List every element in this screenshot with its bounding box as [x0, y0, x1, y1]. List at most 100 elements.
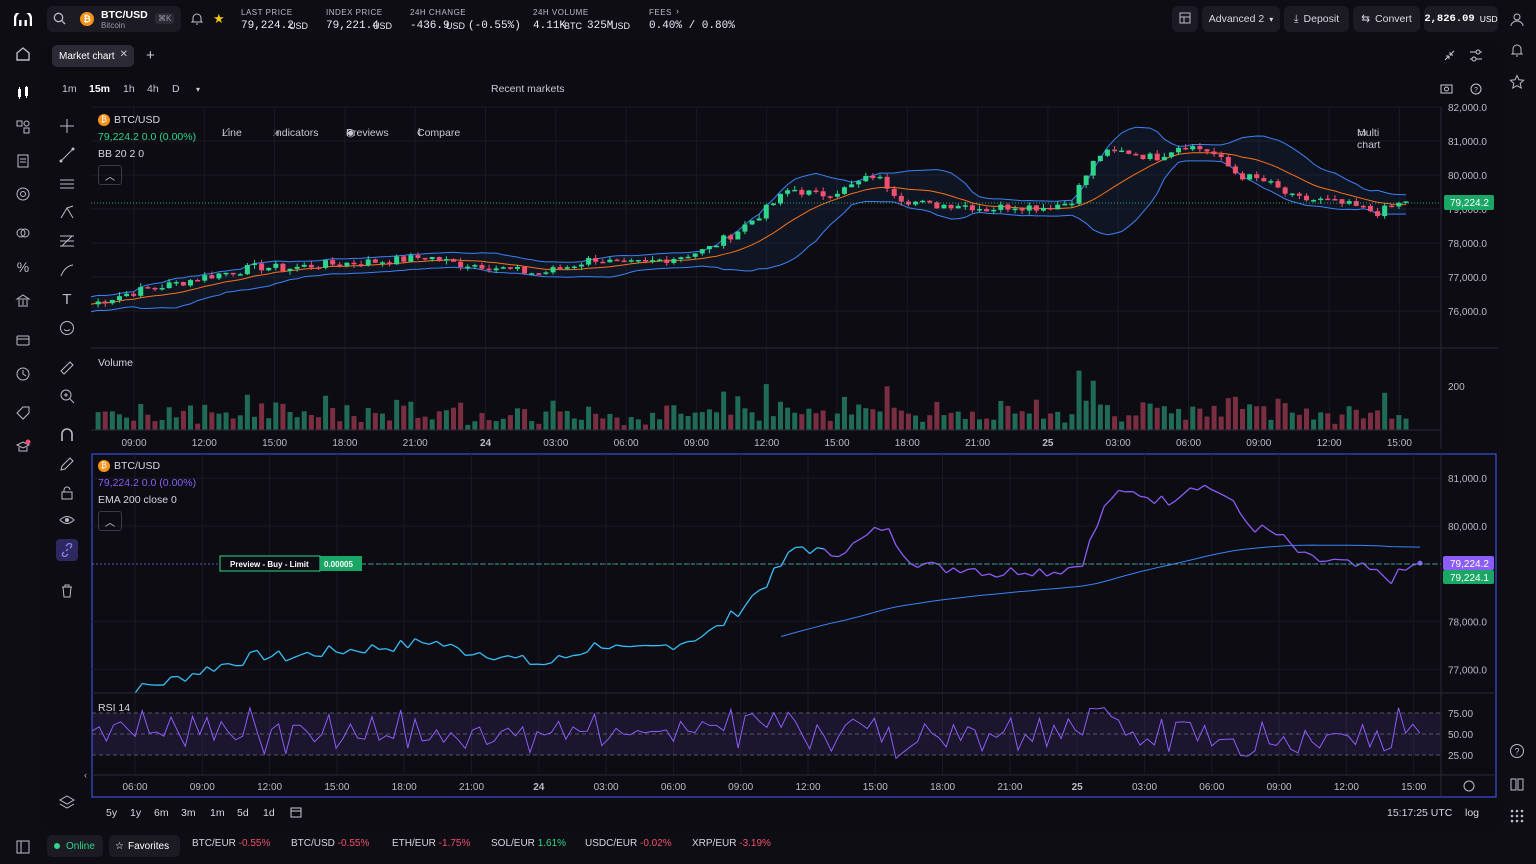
log-scale-toggle[interactable]: log: [1465, 807, 1480, 819]
balance-button[interactable]: 2,826.09 USD: [1424, 6, 1498, 32]
calendar-icon[interactable]: [290, 806, 302, 821]
volume-bar: [1318, 412, 1324, 430]
interval-15m[interactable]: 15m: [89, 83, 111, 95]
clock-time[interactable]: 15:17:25 UTC: [1387, 807, 1453, 819]
help-icon[interactable]: ?: [1506, 740, 1528, 762]
earn-icon[interactable]: [12, 222, 34, 244]
legend-indicator[interactable]: BB 20 2 0: [98, 148, 145, 160]
horizontal-lines-icon[interactable]: [56, 173, 78, 195]
range-1d[interactable]: 1d: [263, 807, 275, 819]
price-line-segment: [199, 666, 208, 675]
percent-icon[interactable]: %: [16, 259, 30, 275]
learn-icon[interactable]: [12, 436, 34, 458]
interval-1m[interactable]: 1m: [62, 83, 77, 95]
ticker-item[interactable]: BTC/EUR -0.55%: [192, 838, 270, 849]
settings-sliders-icon[interactable]: [1469, 49, 1483, 65]
sidebar-toggle-icon[interactable]: [12, 836, 34, 858]
ticker-item[interactable]: ETH/EUR -1.75%: [392, 838, 470, 849]
lock-icon[interactable]: [56, 482, 78, 504]
ruler-icon[interactable]: [56, 357, 78, 379]
collapse-legend-button[interactable]: ︿: [98, 511, 122, 531]
interval-4h[interactable]: 4h: [147, 83, 159, 95]
balance-value: 2,826.09: [1424, 13, 1475, 25]
app-logo-icon[interactable]: [12, 9, 34, 31]
scroll-left-chevron-icon[interactable]: ‹: [84, 770, 87, 780]
tab-market-chart[interactable]: Market chart ✕: [52, 45, 134, 67]
candle-body: [1062, 203, 1068, 206]
wallet-icon[interactable]: [12, 329, 34, 351]
camera-icon[interactable]: [1440, 83, 1453, 97]
interval-more-chevron-icon[interactable]: ▾: [196, 85, 201, 94]
balance-unit: USD: [1479, 14, 1498, 24]
chart-canvas[interactable]: 82,000.0 81,000.0 80,000.0 79,000.0 78,000.0…: [46, 39, 1498, 829]
time-tick: 12:00: [1317, 438, 1342, 449]
volume-bar: [1240, 408, 1246, 430]
favorites-button[interactable]: ☆ Favorites: [109, 835, 180, 857]
favorite-star-icon[interactable]: ★: [213, 11, 225, 26]
apps-grid-icon[interactable]: [1506, 805, 1528, 827]
volume-bar: [1076, 370, 1082, 430]
portfolio-icon[interactable]: [12, 116, 34, 138]
volume-bar: [1247, 404, 1253, 430]
text-tool-icon[interactable]: T: [62, 290, 72, 308]
price-line-segment: [1017, 572, 1026, 576]
fib-icon[interactable]: [56, 230, 78, 252]
tag-icon[interactable]: [12, 402, 34, 424]
magnet-icon[interactable]: [56, 424, 78, 446]
ticker-item[interactable]: XRP/EUR -3.19%: [692, 838, 771, 849]
target-icon[interactable]: [12, 183, 34, 205]
brush-icon[interactable]: [56, 259, 78, 281]
account-icon[interactable]: [1506, 8, 1528, 30]
price-line-segment: [1390, 568, 1400, 584]
range-5y[interactable]: 5y: [106, 807, 118, 819]
candle-body: [756, 218, 762, 221]
fees-value: 0.40% / 0.80%: [649, 20, 735, 32]
range-1y[interactable]: 1y: [130, 807, 142, 819]
range-5d[interactable]: 5d: [237, 807, 249, 819]
legend-indicator[interactable]: EMA 200 close 0: [98, 494, 177, 506]
watchlist-star-icon[interactable]: [1506, 71, 1528, 93]
deposit-button[interactable]: ⤓ Deposit: [1284, 6, 1349, 32]
pair-selector[interactable]: ₿ BTC/USD Bitcoin ⌘K: [47, 6, 181, 32]
pitchfork-icon[interactable]: [56, 201, 78, 223]
range-1m[interactable]: 1m: [210, 807, 225, 819]
zoom-in-icon[interactable]: [56, 385, 78, 407]
close-icon[interactable]: ✕: [119, 49, 128, 60]
trade-chart-icon[interactable]: [12, 82, 34, 104]
pencil-icon[interactable]: [56, 453, 78, 475]
emoji-icon[interactable]: [56, 317, 78, 339]
docs-book-icon[interactable]: [1506, 773, 1528, 795]
interval-d[interactable]: D: [172, 83, 180, 95]
notifications-icon[interactable]: [1506, 39, 1528, 61]
ticker-item[interactable]: SOL/EUR 1.61%: [491, 838, 566, 849]
visibility-eye-icon[interactable]: [56, 509, 78, 531]
orders-icon[interactable]: [12, 150, 34, 172]
home-icon[interactable]: [12, 43, 34, 65]
range-6m[interactable]: 6m: [154, 807, 169, 819]
ticker-item[interactable]: BTC/USD -0.55%: [291, 838, 369, 849]
add-tab-icon[interactable]: +: [146, 47, 155, 64]
price-line-segment: [472, 651, 480, 656]
trash-icon[interactable]: [56, 579, 78, 601]
layers-icon[interactable]: [56, 791, 78, 813]
volume-bar: [330, 407, 336, 430]
convert-button[interactable]: ⇆ Convert: [1353, 6, 1420, 32]
crosshair-icon[interactable]: [56, 115, 78, 137]
ticker-item[interactable]: USDC/EUR -0.02%: [585, 838, 672, 849]
status-badge[interactable]: Online: [47, 835, 103, 857]
trendline-icon[interactable]: [56, 144, 78, 166]
range-3m[interactable]: 3m: [181, 807, 196, 819]
bank-icon[interactable]: [12, 290, 34, 312]
history-icon[interactable]: [12, 363, 34, 385]
interval-1h[interactable]: 1h: [123, 83, 135, 95]
mode-select[interactable]: Advanced 2 ▾: [1202, 6, 1280, 32]
link-icon[interactable]: [56, 539, 78, 561]
layout-grid-button[interactable]: [1172, 6, 1198, 32]
chart-help-icon[interactable]: ?: [1470, 83, 1482, 98]
recent-markets-button[interactable]: Recent markets: [491, 83, 565, 95]
tab-label: Market chart: [59, 50, 115, 62]
bell-icon[interactable]: [190, 12, 204, 28]
collapse-icon[interactable]: [1443, 49, 1456, 65]
collapse-legend-button[interactable]: ︿: [98, 165, 122, 185]
axis-settings-gear-icon[interactable]: [1463, 780, 1475, 792]
